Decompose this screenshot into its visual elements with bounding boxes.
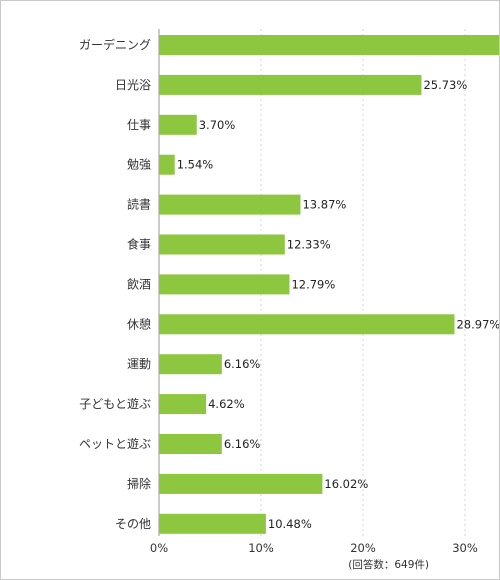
bar-10 — [159, 434, 222, 454]
bar-11 — [159, 473, 323, 494]
value-label-2: 3.70% — [199, 118, 236, 132]
category-label-10: ペットと遊ぶ — [79, 436, 151, 451]
category-label-6: 飲酒 — [127, 276, 151, 291]
category-label-4: 読書 — [127, 197, 151, 212]
x-tick-label-10: 10% — [248, 541, 274, 555]
value-label-1: 25.73% — [423, 78, 467, 92]
bar-0 — [159, 35, 499, 55]
bar-5 — [159, 234, 285, 255]
x-tick-label-30: 30% — [452, 541, 478, 555]
value-label-8: 6.16% — [224, 357, 261, 371]
bar-12 — [159, 513, 266, 534]
category-label-9: 子どもと遊ぶ — [79, 396, 151, 411]
value-label-4: 13.87% — [302, 198, 346, 212]
x-tick-label-20: 20% — [350, 541, 376, 555]
x-tick-label-0: 0% — [150, 541, 168, 555]
bar-4 — [159, 194, 301, 215]
bar-3 — [159, 154, 175, 175]
category-label-12: その他 — [115, 517, 151, 531]
bar-8 — [159, 354, 222, 375]
category-label-5: 食事 — [127, 237, 151, 252]
category-label-8: 運動 — [127, 357, 151, 371]
value-label-12: 10.48% — [268, 517, 312, 531]
category-label-7: 休憩 — [127, 316, 151, 331]
category-label-11: 掃除 — [127, 476, 151, 491]
bar-2 — [159, 114, 197, 135]
respondent-count-note: (回答数：649件) — [348, 558, 429, 571]
category-label-1: 日光浴 — [115, 78, 151, 92]
value-label-3: 1.54% — [177, 158, 214, 172]
bar-9 — [159, 394, 207, 415]
category-label-0: ガーデニング — [79, 37, 151, 52]
bar-6 — [159, 274, 290, 295]
category-label-2: 仕事 — [127, 118, 151, 132]
value-label-11: 16.02% — [324, 477, 368, 491]
value-label-6: 12.79% — [291, 277, 335, 291]
value-label-9: 4.62% — [208, 397, 245, 411]
value-label-10: 6.16% — [224, 437, 261, 451]
value-label-7: 28.97% — [456, 317, 499, 331]
bar-7 — [159, 314, 455, 335]
category-label-3: 勉強 — [127, 158, 151, 172]
value-label-5: 12.33% — [287, 238, 331, 252]
bar-1 — [159, 74, 422, 95]
